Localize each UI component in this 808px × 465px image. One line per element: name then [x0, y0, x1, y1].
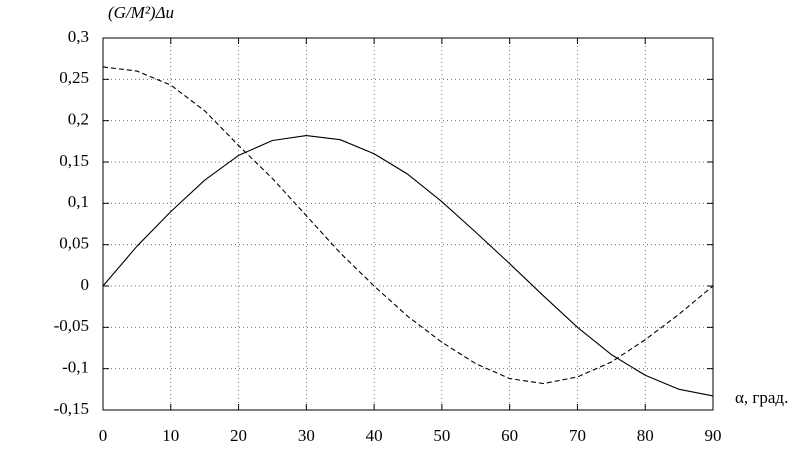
x-tick-label: 60 [501, 426, 518, 445]
plot-frame [102, 37, 714, 411]
y-tick-label: -0,1 [62, 358, 89, 377]
x-tick-label: 30 [298, 426, 315, 445]
x-tick-label: 20 [230, 426, 247, 445]
x-tick-label: 80 [637, 426, 654, 445]
x-tick-label: 90 [705, 426, 722, 445]
x-tick-label: 10 [162, 426, 179, 445]
y-tick-label: 0,3 [68, 27, 89, 46]
x-tick-label: 70 [569, 426, 586, 445]
y-tick-label: 0,2 [68, 110, 89, 129]
data-line [102, 66, 714, 385]
y-axis-label: (G/M²)Δu [108, 3, 174, 22]
x-tick-label: 0 [99, 426, 108, 445]
y-tick-label: -0,05 [54, 316, 89, 335]
y-tick-label: 0,05 [59, 234, 89, 253]
y-tick-label: 0,15 [59, 151, 89, 170]
x-axis-label: α, град. [735, 388, 788, 407]
x-tick-label: 40 [366, 426, 383, 445]
y-tick-label: 0,1 [68, 192, 89, 211]
y-tick-label: 0 [81, 275, 90, 294]
y-tick-label: 0,25 [59, 68, 89, 87]
data-line [102, 134, 714, 397]
y-tick-label: -0,15 [54, 399, 89, 418]
x-tick-label: 50 [433, 426, 450, 445]
